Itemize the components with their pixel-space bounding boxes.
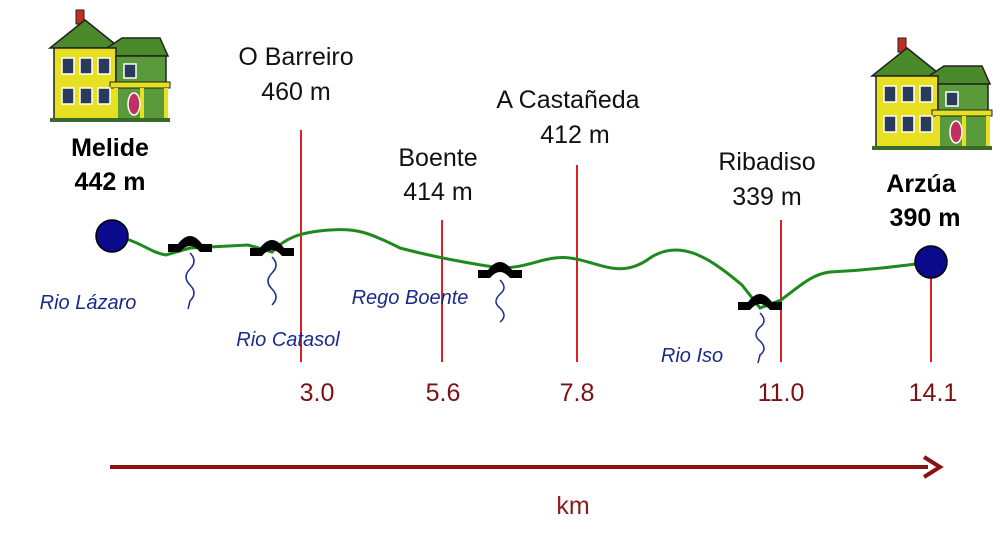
axis-unit-label: km (556, 492, 589, 520)
bridge-icon-lazaro (168, 236, 212, 252)
km-label-arzua: 14.1 (909, 379, 958, 407)
waypoint-elevation-o-barreiro: 460 m (261, 78, 330, 106)
river-squiggle-iso (755, 312, 765, 364)
km-label-a-castaneda: 7.8 (560, 379, 595, 407)
bridge-icon-catasol (250, 240, 294, 256)
river-label-catasol: Rio Catasol (236, 329, 340, 351)
waypoint-name-boente: Boente (398, 144, 477, 172)
waypoint-name-a-castaneda: A Castañeda (496, 86, 639, 114)
start-elevation: 442 m (75, 168, 146, 196)
km-label-o-barreiro: 3.0 (300, 379, 335, 407)
waypoint-elevation-ribadiso: 339 m (732, 183, 801, 211)
river-squiggle-boente (495, 279, 505, 323)
waypoint-elevation-a-castaneda: 412 m (540, 121, 609, 149)
waypoint-name-o-barreiro: O Barreiro (238, 43, 353, 71)
arzua-house-icon (871, 37, 993, 151)
km-label-ribadiso: 11.0 (758, 379, 805, 407)
arrow-right-icon (922, 455, 944, 479)
river-label-boente: Rego Boente (352, 287, 469, 309)
end-marker (914, 245, 948, 279)
waypoint-elevation-boente: 414 m (403, 178, 472, 206)
river-squiggle-lazaro (185, 252, 195, 310)
km-label-boente: 5.6 (426, 379, 461, 407)
start-name: Melide (71, 134, 149, 162)
river-squiggle-catasol (267, 256, 277, 306)
route-elevation-line (111, 228, 932, 310)
melide-house-icon (49, 9, 171, 123)
end-name: Arzúa (886, 170, 957, 198)
waypoint-name-ribadiso: Ribadiso (718, 148, 815, 176)
river-label-iso: Rio Iso (661, 345, 723, 367)
end-elevation: 390 m (890, 204, 961, 232)
start-marker (95, 219, 129, 253)
river-label-lazaro: Rio Lázaro (40, 292, 137, 314)
